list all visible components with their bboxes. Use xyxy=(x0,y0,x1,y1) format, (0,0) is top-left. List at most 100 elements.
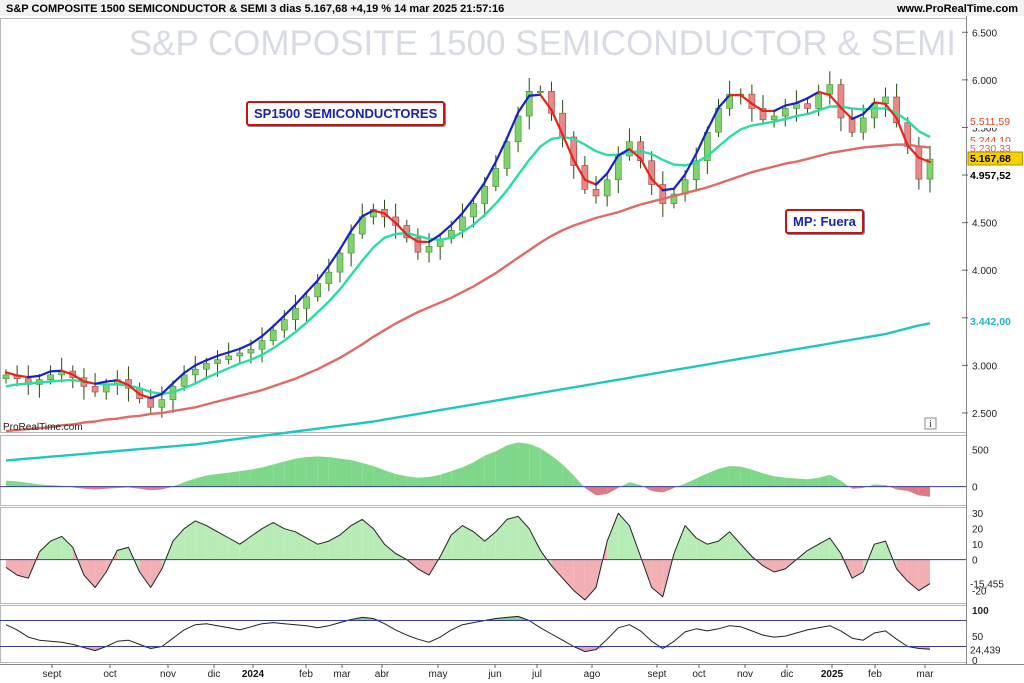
slow-ma-line xyxy=(5,143,931,433)
osc-segment xyxy=(751,469,764,487)
osc2-tick-label: 30 xyxy=(972,509,984,520)
osc-segment xyxy=(172,482,185,487)
candle-body xyxy=(848,117,856,133)
x-tick-label: oct xyxy=(692,669,706,680)
osc-segment xyxy=(685,478,697,487)
candle xyxy=(269,324,277,346)
osc-segment xyxy=(818,537,830,560)
osc-segment xyxy=(896,559,908,582)
info-icon-box xyxy=(924,417,937,430)
info-icon-glyph: i xyxy=(929,419,932,430)
x-tick-label: feb xyxy=(299,669,313,680)
fast-ma-segment xyxy=(917,156,932,164)
osc-segment xyxy=(896,486,908,491)
fast-ma-segment xyxy=(850,113,865,120)
osc-segment xyxy=(629,482,641,487)
candle-body xyxy=(281,319,288,331)
candle xyxy=(804,97,811,114)
osc-segment xyxy=(495,445,507,487)
candle-body xyxy=(670,193,678,204)
candle xyxy=(926,145,934,193)
price-tag-label: 3.442,00 xyxy=(970,316,1011,328)
x-tick-label: oct xyxy=(103,669,117,680)
osc-segment xyxy=(262,522,274,560)
candle-body xyxy=(2,374,10,380)
osc-segment xyxy=(106,486,118,489)
fast-ma-segment xyxy=(873,101,887,106)
x-tick-label: feb xyxy=(868,669,882,680)
fast-ma-segment xyxy=(773,104,787,113)
osc-segment xyxy=(673,483,686,489)
price-tick-label: 6.500 xyxy=(972,28,997,39)
osc3-value-tag: 24,439 xyxy=(970,645,1001,656)
fast-ma-segment xyxy=(683,152,698,176)
fast-ma-segment xyxy=(38,370,52,377)
candle xyxy=(670,188,678,209)
osc-segment xyxy=(495,519,507,560)
osc-segment xyxy=(429,474,441,487)
candle-body xyxy=(659,184,667,204)
osc-segment xyxy=(250,467,263,487)
candle-body xyxy=(592,189,600,197)
x-tick-label: nov xyxy=(160,669,176,680)
osc-segment xyxy=(562,559,574,591)
header-bar xyxy=(0,0,1024,16)
candle-body xyxy=(492,168,500,187)
candle-body xyxy=(537,90,544,94)
osc-segment xyxy=(696,537,708,560)
candle xyxy=(470,197,477,228)
price-tag-bg xyxy=(968,115,1023,128)
osc-segment xyxy=(139,486,151,491)
osc1-tick-label: 0 xyxy=(972,483,978,494)
candle xyxy=(837,78,845,132)
fast-ma-segment xyxy=(116,379,130,387)
osc-segment xyxy=(28,482,40,487)
fast-ma-segment xyxy=(594,172,609,186)
fast-ma-segment xyxy=(572,159,586,181)
osc-segment xyxy=(907,559,919,591)
fast-ma-segment xyxy=(383,212,397,225)
candle-body xyxy=(503,141,511,169)
fast-ma-segment xyxy=(260,325,275,338)
price-tag: 4.957,52 xyxy=(968,169,1023,182)
fast-ma-segment xyxy=(16,374,30,379)
candle-body xyxy=(548,90,555,114)
fast-ma-segment xyxy=(138,393,152,400)
fast-ma-segment xyxy=(828,93,843,109)
x-tick-label: 2025 xyxy=(821,669,844,680)
fast-ma-segment xyxy=(817,90,831,97)
fast-ma-segment xyxy=(194,359,208,367)
fast-ma-segment xyxy=(171,371,186,385)
candle-body xyxy=(481,186,488,204)
candle-body xyxy=(292,307,299,320)
osc-segment xyxy=(707,541,719,560)
candle xyxy=(36,373,43,398)
fast-ma-segment xyxy=(472,181,486,200)
price-tag-label: 5.167,68 xyxy=(970,153,1011,165)
osc-segment xyxy=(518,516,530,560)
candle xyxy=(336,247,344,283)
osc-segment xyxy=(6,480,18,487)
osc-segment xyxy=(618,513,630,560)
osc-segment xyxy=(573,475,585,489)
price-tag-bg xyxy=(968,315,1023,328)
price-tick-label: 6.000 xyxy=(972,76,997,87)
osc-segment xyxy=(885,485,897,490)
candle xyxy=(915,136,923,190)
osc-segment xyxy=(573,559,585,600)
candle-body xyxy=(314,283,322,298)
osc-segment xyxy=(228,537,240,560)
osc-segment xyxy=(607,486,619,494)
osc-segment xyxy=(239,536,251,560)
osc-segment xyxy=(228,471,240,487)
osc-segment xyxy=(317,541,329,560)
osc-segment xyxy=(506,442,519,487)
candle-body xyxy=(347,233,355,254)
fast-ma-segment xyxy=(4,371,19,377)
fast-ma-segment xyxy=(862,101,876,116)
fast-ma-segment xyxy=(505,111,520,140)
osc-segment xyxy=(262,464,274,487)
candles xyxy=(2,71,934,418)
candle xyxy=(826,71,834,105)
osc-segment xyxy=(83,559,96,588)
